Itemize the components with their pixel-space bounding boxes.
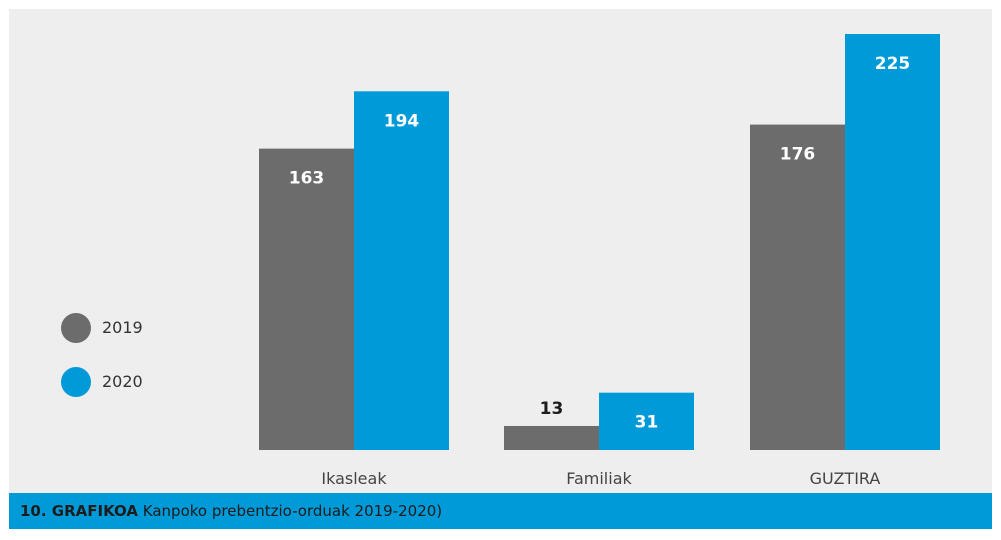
bar-familiak-2019 <box>504 425 599 450</box>
data-label-guztira-2019: 176 <box>780 145 816 165</box>
category-label-guztira: GUZTIRA <box>810 469 881 488</box>
data-label-familiak-2019: 13 <box>540 399 564 419</box>
chart-panel: 163 194 Ikasleak 13 31 Familiak 176 225 GUZTIRA … <box>9 9 992 493</box>
category-label-ikasleak: Ikasleak <box>321 469 387 488</box>
bar-chart: 163 194 Ikasleak 13 31 Familiak 176 225 GUZTIRA <box>259 34 940 488</box>
figure-caption: 10. GRAFIKOA Kanpoko prebentzio-orduak 2… <box>20 502 442 520</box>
legend-label-2019: 2019 <box>102 318 143 337</box>
data-label-ikasleak-2020: 194 <box>384 111 420 131</box>
figure-number: 10. GRAFIKOA <box>20 502 139 520</box>
legend-item-2019: 2019 <box>61 313 201 343</box>
data-label-guztira-2020: 225 <box>875 54 911 74</box>
bar-guztira-2020 <box>845 34 940 450</box>
legend-swatch-2020 <box>61 367 91 397</box>
legend-item-2020: 2020 <box>61 367 201 397</box>
legend-label-2020: 2020 <box>102 372 143 391</box>
bar-ikasleak-2019 <box>259 148 354 450</box>
bar-guztira-2019 <box>750 124 845 451</box>
legend-swatch-2019 <box>61 313 91 343</box>
figure-title: Kanpoko prebentzio-orduak 2019-2020) <box>138 502 443 520</box>
bar-familiak-2020 <box>599 392 694 450</box>
data-label-ikasleak-2019: 163 <box>289 169 325 189</box>
category-label-familiak: Familiak <box>566 469 632 488</box>
bar-ikasleak-2020 <box>354 91 449 450</box>
caption-bar: 10. GRAFIKOA Kanpoko prebentzio-orduak 2… <box>9 493 992 529</box>
data-label-familiak-2020: 31 <box>635 413 659 433</box>
